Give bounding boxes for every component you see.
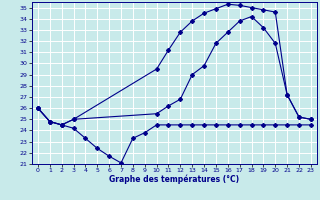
- X-axis label: Graphe des températures (°C): Graphe des températures (°C): [109, 175, 239, 184]
